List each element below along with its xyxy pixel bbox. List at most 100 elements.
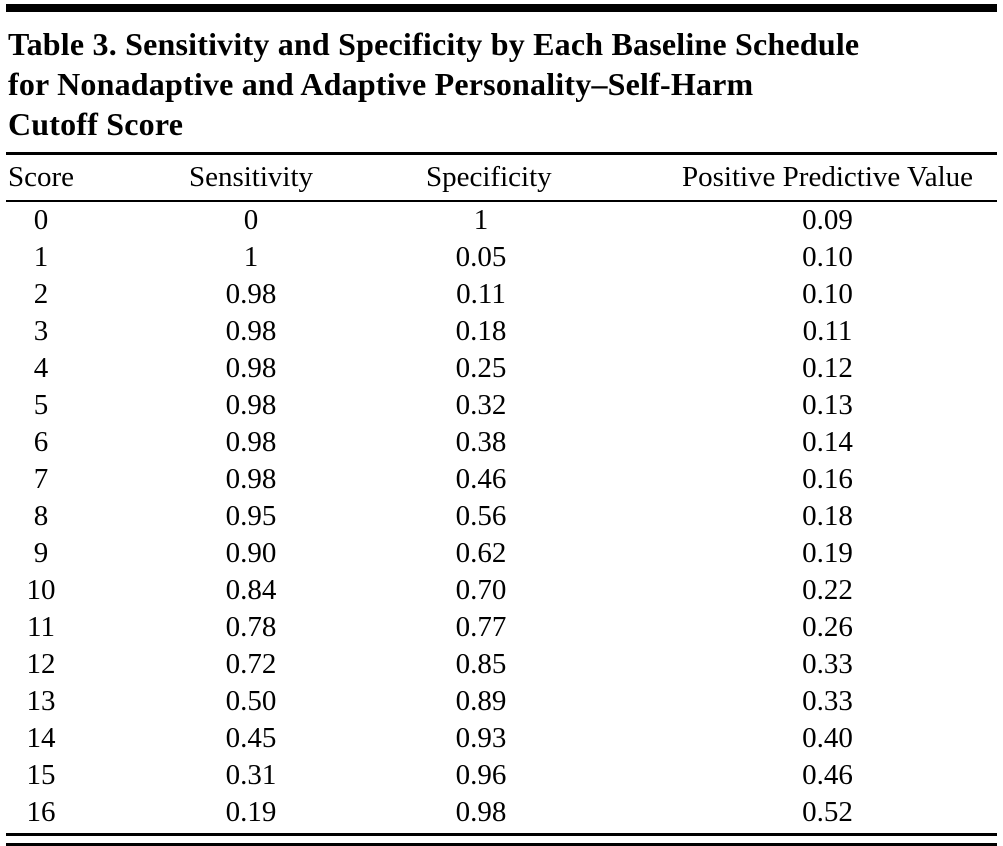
table-row: 6 0.98 0.38 0.14 [6,424,997,461]
table-cell: 0.70 [455,574,507,606]
table-cell: 0.18 [802,500,853,532]
data-table: Score Sensitivity Specificity Positive P… [6,152,997,831]
table-cell: 0.38 [455,426,507,458]
table-cell: 0.11 [456,278,506,310]
table-row: 0 0 1 0.09 [6,201,997,239]
table-row: 7 0.98 0.46 0.16 [6,461,997,498]
table-cell: 0.98 [455,796,507,828]
table-cell: 8 [33,500,49,532]
table-cell: 11 [27,611,55,643]
table-cell: 0.85 [455,648,507,680]
table-cell: 10 [26,574,56,606]
table-cell: 0.50 [225,685,277,717]
table-cell: 0.40 [802,722,853,754]
table-cell: 0.84 [225,574,277,606]
table-cell: 0.22 [802,574,853,606]
table-cell: 0.10 [802,241,853,273]
table-cell: 0.98 [225,389,277,421]
table-cell: 0.95 [225,500,277,532]
table-cell: 5 [33,389,49,421]
table-cell: 0.98 [225,426,277,458]
table-row: 9 0.90 0.62 0.19 [6,535,997,572]
table-cell: 1 [243,241,259,273]
table-cell: 0.25 [455,352,507,384]
table-row: 12 0.72 0.85 0.33 [6,646,997,683]
table-cell: 0.56 [455,500,507,532]
table-title-line-2: for Nonadaptive and Adaptive Personality… [8,66,754,102]
table-row: 10 0.84 0.70 0.22 [6,572,997,609]
table-cell: 0.13 [802,389,853,421]
table-cell: 0.19 [225,796,277,828]
table-title-line-3: Cutoff Score [8,106,184,142]
table-cell: 16 [26,796,56,828]
table-cell: 0.33 [802,648,853,680]
table-cell: 7 [33,463,49,495]
table-cell: 0.98 [225,352,277,384]
column-header-positive-predictive-value: Positive Predictive Value [646,152,997,202]
table-row: 15 0.31 0.96 0.46 [6,757,997,794]
table-cell: 2 [33,278,49,310]
table-cell: 9 [33,537,49,569]
table-cell: 0.98 [225,315,277,347]
table-cell: 0.19 [802,537,853,569]
table-cell: 0.89 [455,685,507,717]
table-row: 4 0.98 0.25 0.12 [6,350,997,387]
table-cell: 13 [26,685,56,717]
table-cell: 0 [33,204,49,236]
table-cell: 0.10 [802,278,853,310]
table-cell: 1 [473,204,489,236]
table-bottom-rule-thin [6,833,997,836]
table-title-line-1: Table 3. Sensitivity and Specificity by … [8,26,860,62]
table-row: 2 0.98 0.11 0.10 [6,276,997,313]
table-cell: 12 [26,648,56,680]
table-cell: 0.26 [802,611,853,643]
header-row: Score Sensitivity Specificity Positive P… [6,152,997,202]
table-title: Table 3. Sensitivity and Specificity by … [8,24,995,144]
table-cell: 0.11 [802,315,853,347]
table-cell: 0.16 [802,463,853,495]
table-row: 3 0.98 0.18 0.11 [6,313,997,350]
table-cell: 0 [243,204,259,236]
table-cell: 0.31 [225,759,277,791]
table-cell: 0.45 [225,722,277,754]
column-header-specificity: Specificity [426,152,646,202]
table-cell: 0.93 [455,722,507,754]
table-cell: 0.62 [455,537,507,569]
table-row: 16 0.19 0.98 0.52 [6,794,997,831]
table-row: 8 0.95 0.56 0.18 [6,498,997,535]
table-row: 13 0.50 0.89 0.33 [6,683,997,720]
table-cell: 0.98 [225,278,277,310]
table-cell: 0.14 [802,426,853,458]
table-cell: 1 [33,241,49,273]
table-bottom-rules [6,833,997,846]
table-cell: 15 [26,759,56,791]
table-row: 5 0.98 0.32 0.13 [6,387,997,424]
table-cell: 3 [33,315,49,347]
table-cell: 0.09 [802,204,853,236]
table-bottom-rule-thick [6,843,997,846]
column-header-sensitivity: Sensitivity [76,152,426,202]
column-header-score: Score [6,152,76,202]
table-cell: 0.90 [225,537,277,569]
table-cell: 4 [33,352,49,384]
table-cell: 0.46 [802,759,853,791]
table-cell: 0.96 [455,759,507,791]
table-cell: 0.52 [802,796,853,828]
table-cell: 0.12 [802,352,853,384]
table-row: 11 0.78 0.77 0.26 [6,609,997,646]
table-top-rule [6,4,997,12]
table-cell: 0.77 [455,611,507,643]
table-cell: 0.05 [455,241,507,273]
table-cell: 14 [26,722,56,754]
table-cell: 0.32 [455,389,507,421]
table-cell: 0.46 [455,463,507,495]
table-row: 1 1 0.05 0.10 [6,239,997,276]
table-body: 0 0 1 0.09 1 1 0.05 0.10 2 0.98 0.11 0.10 3 0.98 0.18 0… [6,201,997,831]
table-row: 14 0.45 0.93 0.40 [6,720,997,757]
table-cell: 6 [33,426,49,458]
table-cell: 0.18 [455,315,507,347]
table-cell: 0.33 [802,685,853,717]
table-cell: 0.98 [225,463,277,495]
table-cell: 0.78 [225,611,277,643]
